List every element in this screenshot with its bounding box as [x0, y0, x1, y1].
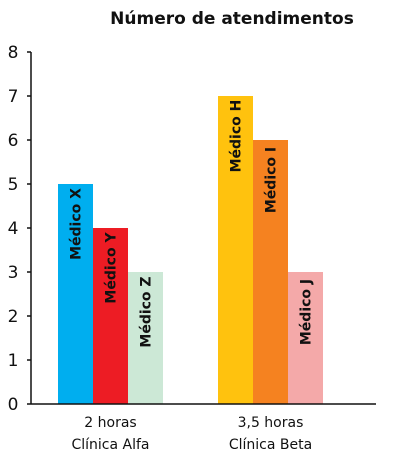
x-axis-categories: 2 horas Clínica Alfa 3,5 horas Clínica Beta — [71, 415, 312, 453]
bar-label: Médico I — [264, 147, 280, 213]
category-label: 3,5 horas — [238, 415, 304, 431]
bar — [288, 272, 323, 404]
y-tick-label: 2 — [8, 307, 19, 327]
bar-label: Médico Z — [139, 276, 155, 347]
bar-label: Médico H — [229, 100, 245, 173]
y-tick-label: 6 — [8, 131, 19, 151]
y-axis-ticks: 0 1 2 3 4 5 6 7 8 — [8, 43, 31, 415]
category-label: 2 horas — [84, 415, 136, 431]
y-tick-label: 8 — [8, 43, 19, 63]
bar — [218, 96, 253, 404]
y-tick-label: 0 — [8, 395, 19, 415]
bar-label: Médico Y — [104, 232, 120, 304]
y-tick-label: 7 — [8, 87, 19, 107]
bar — [93, 228, 128, 404]
y-tick-label: 3 — [8, 263, 19, 283]
bars: Médico X Médico Y Médico Z Médico H Médico I… — [58, 96, 323, 404]
y-tick-label: 4 — [8, 219, 19, 239]
bar — [128, 272, 163, 404]
bar-label: Médico J — [299, 279, 315, 345]
category-label: Clínica Beta — [229, 437, 312, 453]
y-tick-label: 1 — [8, 351, 19, 371]
bar — [253, 140, 288, 404]
bar-label: Médico X — [69, 188, 85, 260]
y-tick-label: 5 — [8, 175, 19, 195]
category-label: Clínica Alfa — [71, 437, 149, 453]
chart-title: Número de atendimentos — [110, 9, 354, 29]
bar — [58, 184, 93, 404]
